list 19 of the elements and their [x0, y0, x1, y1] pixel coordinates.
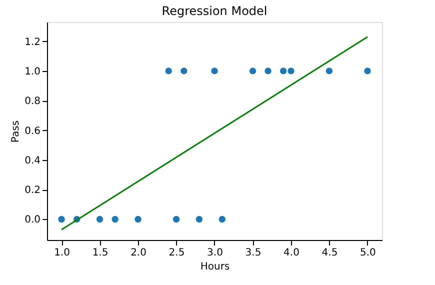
y-tick-label: 0.0 — [24, 214, 40, 226]
y-tick-label: 0.2 — [24, 185, 40, 196]
x-tick-label: 4.0 — [284, 248, 300, 258]
x-tick-label: 3.5 — [245, 248, 262, 258]
x-tick-label: 2.5 — [168, 248, 185, 258]
chart-title: Regression Model — [162, 4, 268, 18]
y-tick-label: 1.2 — [24, 36, 40, 48]
x-tick-label: 1.5 — [92, 248, 108, 258]
y-axis-title: Pass — [10, 120, 22, 143]
x-tick-label: 3.0 — [207, 248, 223, 258]
y-tick-label: 0.4 — [24, 155, 40, 166]
x-axis-title: Hours — [200, 262, 230, 272]
x-tick-label: 2.0 — [130, 248, 146, 258]
y-tick-label: 1.0 — [24, 66, 40, 78]
x-tick-label: 4.5 — [322, 248, 338, 258]
x-tick-label: 5.0 — [360, 248, 376, 258]
y-tick-label: 0.8 — [24, 96, 40, 108]
x-tick-label: 1.0 — [54, 248, 70, 258]
y-tick-label: 0.6 — [24, 126, 40, 137]
